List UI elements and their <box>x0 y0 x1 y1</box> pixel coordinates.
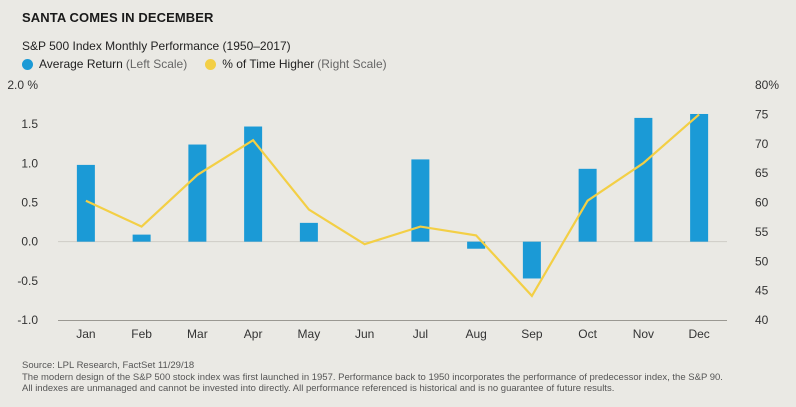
x-tick-label-nov: Nov <box>633 327 654 341</box>
line-time-higher <box>85 113 700 298</box>
y-right-tick-label: 70 <box>755 137 769 151</box>
bar-aug <box>467 241 486 249</box>
y-right-tick-label: 40 <box>755 313 769 327</box>
x-tick-label-may: May <box>298 327 321 341</box>
bar-nov <box>634 117 653 242</box>
footer-source: Source: LPL Research, FactSet 11/29/18 <box>22 360 195 371</box>
bar-jul <box>411 159 430 242</box>
x-tick-label-jun: Jun <box>355 327 374 341</box>
y-left-tick-label: -0.5 <box>17 274 38 288</box>
legend-item-average-return: Average Return (Left Scale) <box>22 57 187 71</box>
x-tick-label-jan: Jan <box>76 327 95 341</box>
x-tick-label-dec: Dec <box>688 327 709 341</box>
y-left-tick-label: -1.0 <box>17 313 38 327</box>
bar-may <box>299 222 318 242</box>
bar-apr <box>244 126 263 242</box>
x-tick-label-mar: Mar <box>187 327 208 341</box>
y-right-tick-label: 50 <box>755 254 769 268</box>
y-right-tick-label: 80% <box>755 78 779 92</box>
bar-mar <box>188 144 207 242</box>
footer: Source: LPL Research, FactSet 11/29/18 T… <box>22 360 723 395</box>
x-tick-label-apr: Apr <box>244 327 263 341</box>
legend-note-time-higher: (Right Scale) <box>317 57 387 71</box>
legend-item-time-higher: % of Time Higher (Right Scale) <box>205 57 387 71</box>
x-tick-label-sep: Sep <box>521 327 543 341</box>
bar-dec <box>690 113 709 242</box>
legend-swatch-time-higher <box>205 58 217 70</box>
footer-note-2: All indexes are unmanaged and cannot be … <box>22 383 615 394</box>
x-tick-label-aug: Aug <box>465 327 486 341</box>
y-right-tick-label: 75 <box>755 107 769 121</box>
y-right-tick-label: 60 <box>755 196 769 210</box>
chart-subtitle: S&P 500 Index Monthly Performance (1950–… <box>22 39 291 53</box>
y-left-tick-label: 2.0 % <box>7 78 38 92</box>
y-left-tick-label: 0.5 <box>21 196 38 210</box>
legend-swatch-average-return <box>22 58 33 70</box>
legend: Average Return (Left Scale) % of Time Hi… <box>22 57 405 71</box>
x-tick-label-jul: Jul <box>413 327 428 341</box>
y-right-tick-label: 65 <box>755 166 769 180</box>
chart-title: SANTA COMES IN DECEMBER <box>22 10 214 25</box>
bar-oct <box>578 168 597 242</box>
y-right-tick-label: 55 <box>755 225 769 239</box>
bar-sep <box>522 241 541 279</box>
y-left-tick-label: 1.0 <box>21 156 38 170</box>
bar-jan <box>76 164 95 242</box>
legend-label-average-return: Average Return <box>39 57 123 71</box>
y-left-tick-label: 0.0 <box>21 235 38 249</box>
y-right-tick-label: 45 <box>755 284 769 298</box>
bar-feb <box>132 234 151 242</box>
x-tick-label-feb: Feb <box>131 327 152 341</box>
y-left-tick-label: 1.5 <box>21 117 38 131</box>
legend-note-average-return: (Left Scale) <box>125 57 188 71</box>
x-tick-label-oct: Oct <box>578 327 597 341</box>
footer-note-1: The modern design of the S&P 500 stock i… <box>22 371 723 383</box>
legend-label-time-higher: % of Time Higher <box>222 57 315 71</box>
